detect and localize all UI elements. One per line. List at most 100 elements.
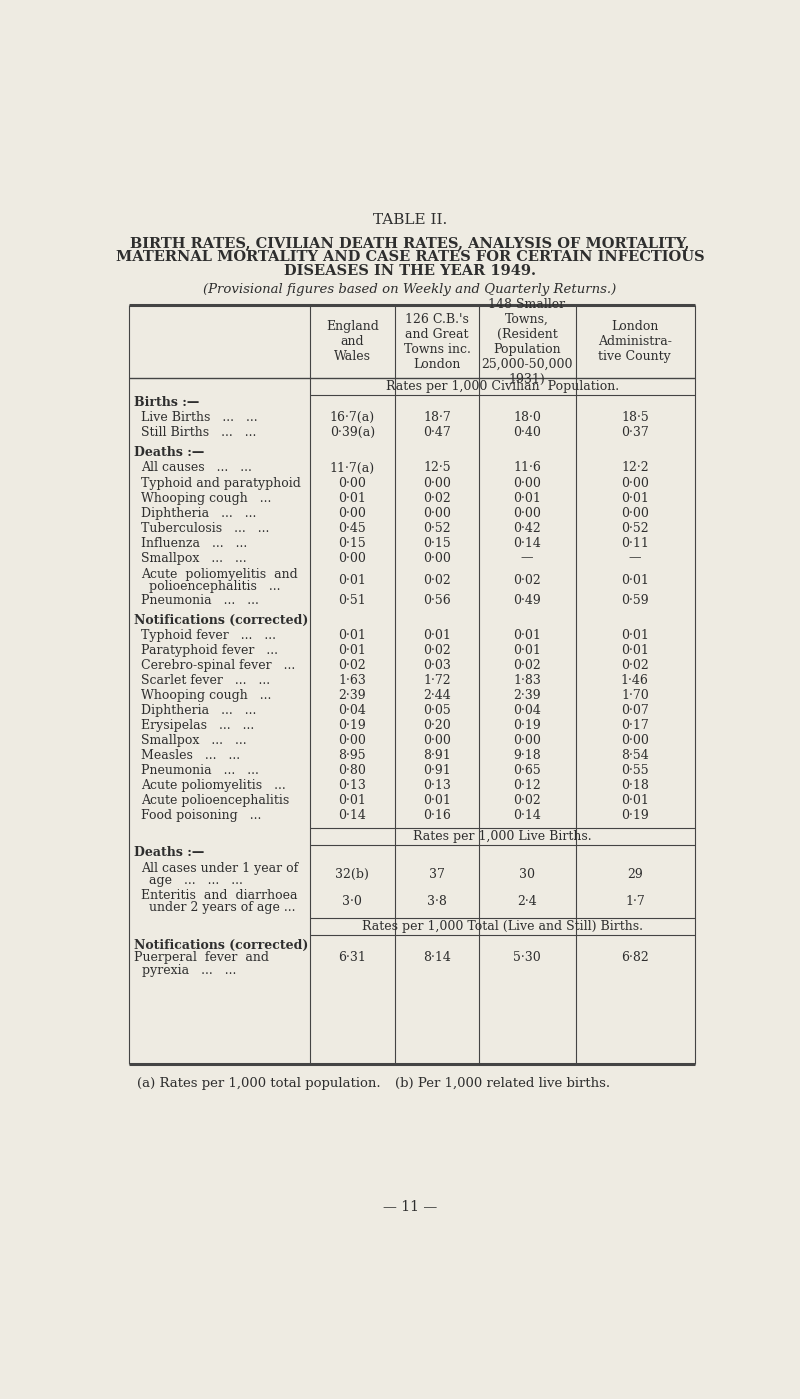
Text: 0·00: 0·00 <box>423 734 451 747</box>
Text: Acute poliomyelitis   ...: Acute poliomyelitis ... <box>142 779 286 792</box>
Text: Smallpox   ...   ...: Smallpox ... ... <box>142 734 247 747</box>
Text: BIRTH RATES, CIVILIAN DEATH RATES, ANALYSIS OF MORTALITY,: BIRTH RATES, CIVILIAN DEATH RATES, ANALY… <box>130 236 690 250</box>
Text: London
Administra-
tive County: London Administra- tive County <box>598 320 672 364</box>
Text: 0·01: 0·01 <box>513 644 541 658</box>
Text: 0·42: 0·42 <box>513 522 541 534</box>
Text: 0·05: 0·05 <box>423 704 451 718</box>
Text: DISEASES IN THE YEAR 1949.: DISEASES IN THE YEAR 1949. <box>284 264 536 278</box>
Text: 0·37: 0·37 <box>621 427 649 439</box>
Text: 0·19: 0·19 <box>621 809 649 823</box>
Text: 0·00: 0·00 <box>338 734 366 747</box>
Text: 0·02: 0·02 <box>423 644 451 658</box>
Text: 0·00: 0·00 <box>513 506 541 519</box>
Text: 32(b): 32(b) <box>335 869 369 881</box>
Text: 6·31: 6·31 <box>338 951 366 964</box>
Text: 0·14: 0·14 <box>513 809 541 823</box>
Text: —: — <box>629 551 641 565</box>
Text: Enteritis  and  diarrhoea: Enteritis and diarrhoea <box>142 890 298 902</box>
Text: polioencephalitis   ...: polioencephalitis ... <box>142 581 281 593</box>
Text: under 2 years of age ...: under 2 years of age ... <box>142 901 296 915</box>
Text: 0·02: 0·02 <box>338 659 366 672</box>
Text: 0·40: 0·40 <box>513 427 541 439</box>
Text: Diphtheria   ...   ...: Diphtheria ... ... <box>142 704 257 718</box>
Text: 0·12: 0·12 <box>513 779 541 792</box>
Text: 12·5: 12·5 <box>423 462 450 474</box>
Text: 0·00: 0·00 <box>338 551 366 565</box>
Text: 2·39: 2·39 <box>338 690 366 702</box>
Text: 0·00: 0·00 <box>621 506 649 519</box>
Text: 6·82: 6·82 <box>621 951 649 964</box>
Text: Notifications (corrected): Notifications (corrected) <box>134 939 308 951</box>
Text: 0·01: 0·01 <box>513 630 541 642</box>
Text: 0·52: 0·52 <box>423 522 450 534</box>
Text: 0·01: 0·01 <box>338 795 366 807</box>
Text: 1·72: 1·72 <box>423 674 450 687</box>
Text: 0·19: 0·19 <box>513 719 541 732</box>
Text: 18·0: 18·0 <box>513 411 541 424</box>
Text: age   ...   ...   ...: age ... ... ... <box>142 874 243 887</box>
Text: 2·4: 2·4 <box>517 895 537 908</box>
Text: 18·5: 18·5 <box>621 411 649 424</box>
Text: (b) Per 1,000 related live births.: (b) Per 1,000 related live births. <box>394 1077 610 1090</box>
Text: 0·11: 0·11 <box>621 537 649 550</box>
Text: 5·30: 5·30 <box>513 951 541 964</box>
Text: Pneumonia   ...   ...: Pneumonia ... ... <box>142 764 259 778</box>
Text: 0·00: 0·00 <box>423 506 451 519</box>
Text: Deaths :—: Deaths :— <box>134 846 204 859</box>
Text: 0·17: 0·17 <box>621 719 649 732</box>
Text: 0·13: 0·13 <box>423 779 451 792</box>
Text: 0·03: 0·03 <box>423 659 451 672</box>
Text: Births :—: Births :— <box>134 396 199 409</box>
Text: 11·7(a): 11·7(a) <box>330 462 375 474</box>
Text: 0·01: 0·01 <box>338 630 366 642</box>
Text: All cases under 1 year of: All cases under 1 year of <box>142 862 298 876</box>
Text: Pneumonia   ...   ...: Pneumonia ... ... <box>142 593 259 607</box>
Text: 0·39(a): 0·39(a) <box>330 427 375 439</box>
Text: 0·13: 0·13 <box>338 779 366 792</box>
Text: 0·19: 0·19 <box>338 719 366 732</box>
Text: 0·16: 0·16 <box>423 809 451 823</box>
Text: Cerebro-spinal fever   ...: Cerebro-spinal fever ... <box>142 659 295 672</box>
Text: 0·91: 0·91 <box>423 764 451 778</box>
Text: 1·63: 1·63 <box>338 674 366 687</box>
Text: 1·7: 1·7 <box>625 895 645 908</box>
Text: 0·52: 0·52 <box>621 522 649 534</box>
Text: 0·01: 0·01 <box>423 795 451 807</box>
Text: Diphtheria   ...   ...: Diphtheria ... ... <box>142 506 257 519</box>
Text: 0·01: 0·01 <box>338 574 366 588</box>
Text: 0·45: 0·45 <box>338 522 366 534</box>
Text: (Provisional figures based on Weekly and Quarterly Returns.): (Provisional figures based on Weekly and… <box>203 283 617 297</box>
Text: 29: 29 <box>627 869 642 881</box>
Text: 0·01: 0·01 <box>621 795 649 807</box>
Text: 0·55: 0·55 <box>621 764 649 778</box>
Text: 0·18: 0·18 <box>621 779 649 792</box>
Text: Rates per 1,000 Total (Live and Still) Births.: Rates per 1,000 Total (Live and Still) B… <box>362 921 643 933</box>
Text: 148 Smaller
Towns,
(Resident
Population
25,000-50,000
1931): 148 Smaller Towns, (Resident Population … <box>482 298 573 386</box>
Text: 0·01: 0·01 <box>338 491 366 505</box>
Text: 30: 30 <box>519 869 535 881</box>
Text: 1·70: 1·70 <box>621 690 649 702</box>
Text: 0·14: 0·14 <box>513 537 541 550</box>
Text: 16·7(a): 16·7(a) <box>330 411 375 424</box>
Text: Food poisoning   ...: Food poisoning ... <box>142 809 262 823</box>
Text: 1·83: 1·83 <box>513 674 541 687</box>
Text: MATERNAL MORTALITY AND CASE RATES FOR CERTAIN INFECTIOUS: MATERNAL MORTALITY AND CASE RATES FOR CE… <box>116 250 704 264</box>
Text: 126 C.B.'s
and Great
Towns inc.
London: 126 C.B.'s and Great Towns inc. London <box>403 313 470 371</box>
Text: 0·01: 0·01 <box>338 644 366 658</box>
Text: Measles   ...   ...: Measles ... ... <box>142 748 240 762</box>
Text: 0·00: 0·00 <box>338 477 366 490</box>
Text: Erysipelas   ...   ...: Erysipelas ... ... <box>142 719 254 732</box>
Text: 0·20: 0·20 <box>423 719 451 732</box>
Text: — 11 —: — 11 — <box>383 1199 437 1213</box>
Text: Acute polioencephalitis: Acute polioencephalitis <box>142 795 290 807</box>
Text: 18·7: 18·7 <box>423 411 451 424</box>
Text: 1·46: 1·46 <box>621 674 649 687</box>
Text: 37: 37 <box>429 869 445 881</box>
Text: 9·18: 9·18 <box>513 748 541 762</box>
Text: 2·39: 2·39 <box>514 690 541 702</box>
Text: 0·01: 0·01 <box>423 630 451 642</box>
Text: Influenza   ...   ...: Influenza ... ... <box>142 537 247 550</box>
Text: Typhoid and paratyphoid: Typhoid and paratyphoid <box>142 477 301 490</box>
Text: 8·95: 8·95 <box>338 748 366 762</box>
Text: 0·01: 0·01 <box>621 491 649 505</box>
